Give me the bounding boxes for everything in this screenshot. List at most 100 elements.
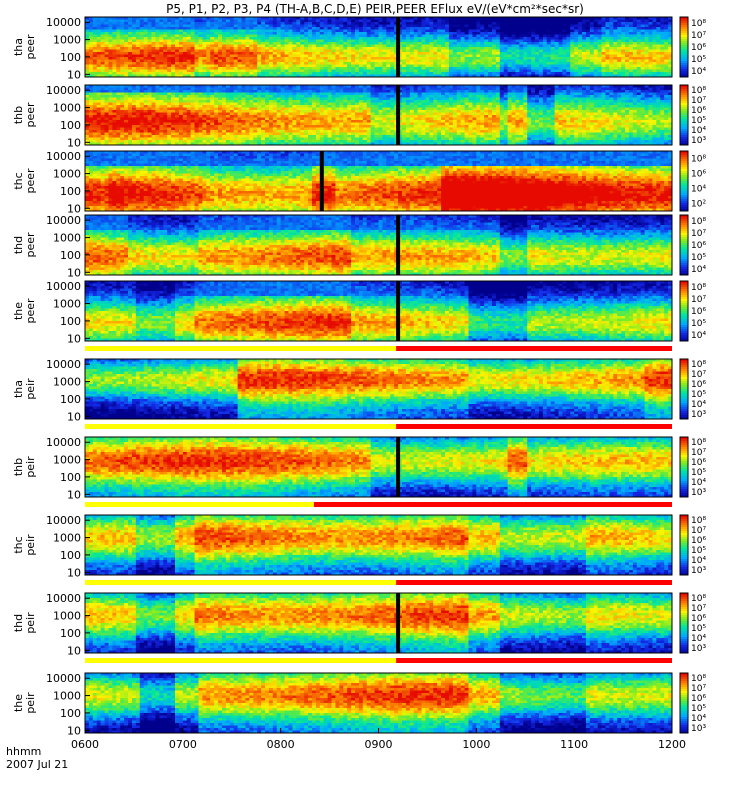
- heatmap-cell: [441, 37, 445, 40]
- heatmap-cell: [191, 30, 195, 33]
- heatmap-cell: [488, 55, 492, 58]
- heatmap-cell: [222, 128, 226, 131]
- heatmap-cell: [238, 67, 242, 70]
- heatmap-cell: [496, 50, 500, 53]
- heatmap-cell: [562, 25, 566, 28]
- heatmap-cell: [512, 55, 516, 58]
- heatmap-cell: [386, 72, 390, 75]
- heatmap-cell: [347, 22, 351, 25]
- heatmap-cell: [281, 120, 285, 123]
- heatmap-cell: [484, 25, 488, 28]
- heatmap-cell: [429, 30, 433, 33]
- heatmap-cell: [226, 88, 230, 91]
- heatmap-cell: [539, 40, 543, 43]
- heatmap-cell: [621, 22, 625, 25]
- heatmap-cell: [163, 115, 167, 118]
- heatmap-cell: [257, 35, 261, 38]
- heatmap-cell: [359, 57, 363, 60]
- heatmap-cell: [128, 93, 132, 96]
- heatmap-cell: [515, 60, 519, 63]
- heatmap-cell: [257, 108, 261, 111]
- heatmap-cell: [582, 57, 586, 60]
- heatmap-cell: [375, 42, 379, 45]
- heatmap-cell: [167, 108, 171, 111]
- heatmap-cell: [198, 105, 202, 108]
- heatmap-cell: [367, 72, 371, 75]
- heatmap-cell: [343, 50, 347, 53]
- heatmap-cell: [136, 40, 140, 43]
- heatmap-cell: [555, 70, 559, 73]
- heatmap-cell: [230, 100, 234, 103]
- heatmap-cell: [480, 50, 484, 53]
- heatmap-cell: [116, 110, 120, 113]
- heatmap-cell: [230, 128, 234, 131]
- heatmap-cell: [445, 50, 449, 53]
- heatmap-cell: [93, 65, 97, 68]
- heatmap-cell: [202, 60, 206, 63]
- heatmap-cell: [351, 45, 355, 48]
- heatmap-cell: [422, 35, 426, 38]
- heatmap-cell: [292, 35, 296, 38]
- heatmap-cell: [175, 25, 179, 28]
- heatmap-cell: [183, 55, 187, 58]
- heatmap-cell: [179, 72, 183, 75]
- heatmap-cell: [562, 47, 566, 50]
- heatmap-cell: [285, 55, 289, 58]
- heatmap-cell: [187, 67, 191, 70]
- heatmap-cell: [108, 110, 112, 113]
- heatmap-cell: [281, 135, 285, 138]
- heatmap-cell: [108, 32, 112, 35]
- heatmap-cell: [476, 65, 480, 68]
- heatmap-cell: [515, 32, 519, 35]
- heatmap-cell: [594, 22, 598, 25]
- heatmap-cell: [515, 40, 519, 43]
- heatmap-cell: [300, 62, 304, 65]
- heatmap-cell: [508, 60, 512, 63]
- heatmap-cell: [664, 27, 668, 30]
- heatmap-cell: [445, 55, 449, 58]
- heatmap-cell: [218, 62, 222, 65]
- heatmap-cell: [124, 60, 128, 63]
- heatmap-cell: [101, 50, 105, 53]
- heatmap-cell: [273, 138, 277, 141]
- heatmap-cell: [159, 140, 163, 143]
- heatmap-cell: [292, 88, 296, 91]
- heatmap-cell: [410, 35, 414, 38]
- heatmap-cell: [402, 35, 406, 38]
- heatmap-cell: [598, 70, 602, 73]
- heatmap-cell: [379, 35, 383, 38]
- heatmap-cell: [214, 60, 218, 63]
- heatmap-cell: [230, 67, 234, 70]
- heatmap-cell: [535, 55, 539, 58]
- heatmap-cell: [308, 37, 312, 40]
- heatmap-cell: [105, 115, 109, 118]
- heatmap-cell: [210, 20, 214, 23]
- heatmap-cell: [605, 62, 609, 65]
- heatmap-cell: [206, 125, 210, 128]
- heatmap-cell: [308, 25, 312, 28]
- heatmap-cell: [649, 65, 653, 68]
- heatmap-cell: [187, 88, 191, 91]
- heatmap-cell: [175, 123, 179, 126]
- heatmap-cell: [85, 27, 89, 30]
- heatmap-cell: [116, 95, 120, 98]
- heatmap-cell: [257, 125, 261, 128]
- heatmap-cell: [570, 50, 574, 53]
- heatmap-cell: [148, 32, 152, 35]
- heatmap-cell: [261, 55, 265, 58]
- heatmap-cell: [128, 110, 132, 113]
- heatmap-cell: [324, 55, 328, 58]
- heatmap-cell: [519, 50, 523, 53]
- heatmap-cell: [422, 67, 426, 70]
- heatmap-cell: [453, 45, 457, 48]
- heatmap-cell: [285, 93, 289, 96]
- heatmap-cell: [108, 67, 112, 70]
- heatmap-cell: [261, 22, 265, 25]
- heatmap-cell: [89, 30, 93, 33]
- heatmap-cell: [281, 57, 285, 60]
- heatmap-cell: [461, 45, 465, 48]
- heatmap-cell: [578, 42, 582, 45]
- heatmap-cell: [551, 52, 555, 55]
- heatmap-cell: [504, 67, 508, 70]
- heatmap-cell: [355, 32, 359, 35]
